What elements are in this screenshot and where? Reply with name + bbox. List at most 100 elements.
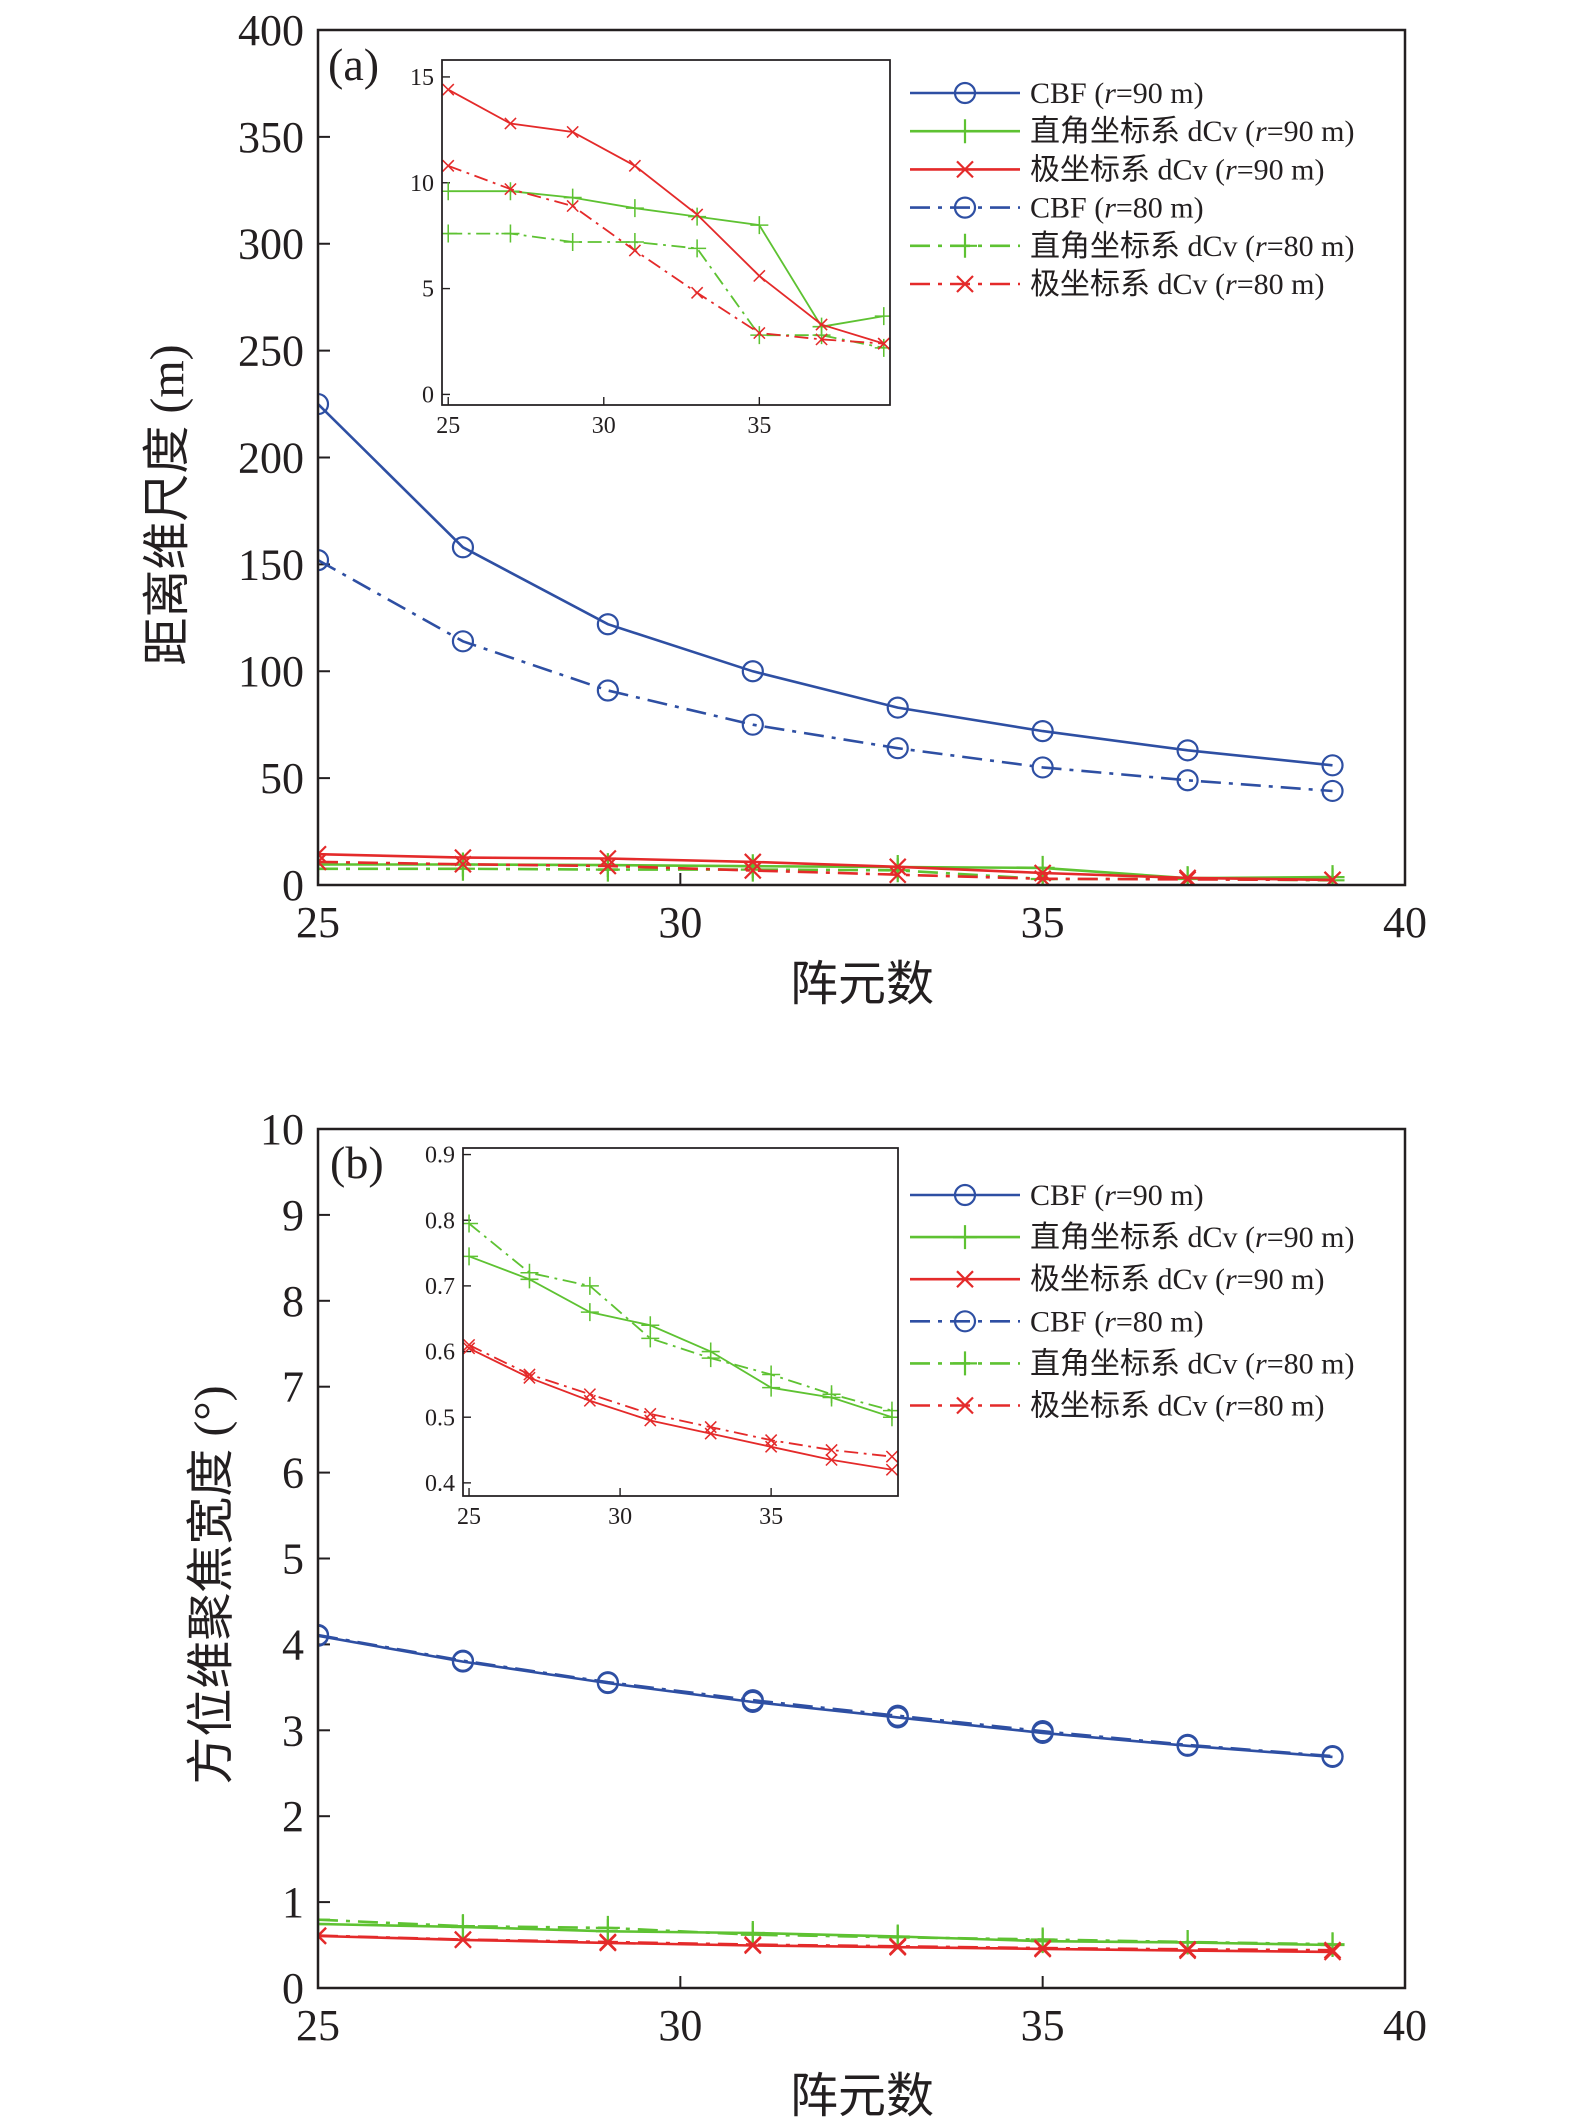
data-point bbox=[463, 1342, 476, 1355]
series-line bbox=[318, 558, 1333, 793]
y-tick-label: 400 bbox=[238, 6, 304, 55]
legend-item: CBF (r=90 m) bbox=[910, 77, 1204, 110]
legend-label-r: r bbox=[1225, 1390, 1237, 1423]
inset-background bbox=[463, 1148, 898, 1496]
data-point bbox=[886, 696, 909, 719]
data-point bbox=[451, 630, 475, 653]
legend-item: 直角坐标系 dCv (r=90 m) bbox=[910, 1221, 1354, 1254]
legend-label-suffix: =80 m) bbox=[1267, 230, 1355, 263]
data-point bbox=[1323, 1941, 1342, 1959]
legend-label-suffix: =90 m) bbox=[1267, 1221, 1355, 1254]
data-point bbox=[451, 1649, 475, 1672]
data-point bbox=[1176, 739, 1199, 762]
series-group bbox=[463, 1214, 898, 1476]
data-point bbox=[1031, 1720, 1054, 1743]
legend-label-prefix: 极坐标系 dCv ( bbox=[1030, 1263, 1225, 1296]
data-point bbox=[628, 244, 642, 257]
legend-label: 直角坐标系 dCv (r=80 m) bbox=[1030, 230, 1354, 263]
series-line bbox=[468, 1347, 893, 1471]
y-tick-label: 5 bbox=[422, 277, 434, 303]
inset-plot: 25 30 35 0 5 10 15 bbox=[410, 59, 891, 439]
data-point bbox=[740, 1922, 765, 1947]
data-point bbox=[580, 1276, 599, 1295]
legend-item: 直角坐标系 dCv (r=80 m) bbox=[910, 230, 1354, 263]
y-tick-label: 0.6 bbox=[425, 1340, 455, 1366]
y-tick-label: 0 bbox=[282, 861, 304, 910]
legend-label-r: r bbox=[1255, 1347, 1267, 1380]
y-tick-label: 0.4 bbox=[425, 1471, 455, 1497]
data-point bbox=[501, 182, 520, 201]
data-point bbox=[750, 216, 769, 235]
legend-item: 极坐标系 dCv (r=80 m) bbox=[910, 1390, 1324, 1423]
series-line bbox=[318, 860, 1333, 882]
data-point bbox=[1321, 1744, 1344, 1768]
legend-label-r: r bbox=[1225, 153, 1237, 186]
y-tick-label: 200 bbox=[238, 433, 304, 482]
data-point bbox=[762, 1365, 781, 1384]
data-point bbox=[599, 1933, 617, 1951]
x-axis-label: 阵元数 bbox=[790, 958, 934, 1011]
legend-label-prefix: 极坐标系 dCv ( bbox=[1030, 268, 1225, 301]
x-axis-label: 阵元数 bbox=[790, 2070, 934, 2123]
legend-marker bbox=[953, 233, 977, 258]
panel-label: (a) bbox=[328, 39, 379, 90]
data-point bbox=[1323, 1943, 1342, 1961]
data-point bbox=[641, 1329, 660, 1348]
data-point bbox=[451, 536, 475, 559]
series-line bbox=[318, 1918, 1333, 1946]
data-point bbox=[812, 326, 831, 345]
data-point bbox=[625, 199, 644, 218]
y-axis-label: 方位维聚焦宽度 (°) bbox=[185, 1385, 238, 1784]
legend-label: 极坐标系 dCv (r=90 m) bbox=[1030, 1263, 1324, 1296]
legend-label: CBF (r=90 m) bbox=[1030, 77, 1204, 110]
y-tick-label: 6 bbox=[282, 1449, 304, 1498]
y-tick-label: 300 bbox=[238, 220, 304, 269]
series-group bbox=[318, 392, 1345, 885]
data-point bbox=[318, 853, 327, 871]
data-point bbox=[563, 188, 582, 207]
legend-label: CBF (r=90 m) bbox=[1030, 1179, 1204, 1212]
data-point bbox=[523, 1368, 536, 1381]
data-point bbox=[501, 224, 520, 243]
data-point bbox=[885, 1450, 898, 1463]
legend-label-r: r bbox=[1255, 115, 1267, 148]
legend-item: CBF (r=80 m) bbox=[910, 192, 1204, 225]
data-point bbox=[688, 207, 707, 226]
data-point bbox=[886, 1704, 909, 1727]
data-point bbox=[1323, 871, 1342, 885]
data-point bbox=[815, 318, 828, 331]
data-point bbox=[704, 1420, 717, 1434]
data-point bbox=[520, 1263, 539, 1282]
series-line bbox=[447, 88, 885, 345]
series-group bbox=[442, 83, 890, 357]
data-point bbox=[318, 1912, 330, 1936]
legend-item: CBF (r=80 m) bbox=[910, 1305, 1204, 1338]
data-point bbox=[463, 1338, 476, 1352]
data-point bbox=[741, 660, 764, 683]
legend-label: 直角坐标系 dCv (r=90 m) bbox=[1030, 115, 1354, 148]
series-line bbox=[318, 852, 1333, 882]
data-point bbox=[1176, 1733, 1199, 1757]
y-tick-label: 15 bbox=[410, 65, 434, 91]
x-tick-label: 35 bbox=[1021, 898, 1065, 947]
data-point bbox=[885, 1463, 898, 1476]
data-point bbox=[741, 1689, 764, 1712]
data-point bbox=[625, 233, 644, 252]
x-tick-label: 35 bbox=[747, 413, 771, 439]
data-point bbox=[1321, 779, 1344, 803]
data-point bbox=[318, 845, 327, 863]
legend: CBF (r=90 m) 直角坐标系 dCv (r=90 m) 极坐标系 dCv (… bbox=[910, 77, 1354, 301]
series-group bbox=[318, 1623, 1345, 1961]
legend-label-prefix: CBF ( bbox=[1030, 192, 1104, 225]
legend-label-suffix: =80 m) bbox=[1116, 1305, 1204, 1338]
y-tick-label: 0.9 bbox=[425, 1143, 455, 1169]
legend-label-r: r bbox=[1104, 1305, 1116, 1338]
y-tick-label: 2 bbox=[282, 1792, 304, 1841]
panel-label: (b) bbox=[330, 1137, 384, 1188]
data-point bbox=[442, 83, 455, 96]
data-point bbox=[454, 1930, 472, 1949]
legend-label: 极坐标系 dCv (r=80 m) bbox=[1030, 1390, 1324, 1423]
data-point bbox=[815, 333, 828, 346]
data-point bbox=[741, 713, 764, 736]
